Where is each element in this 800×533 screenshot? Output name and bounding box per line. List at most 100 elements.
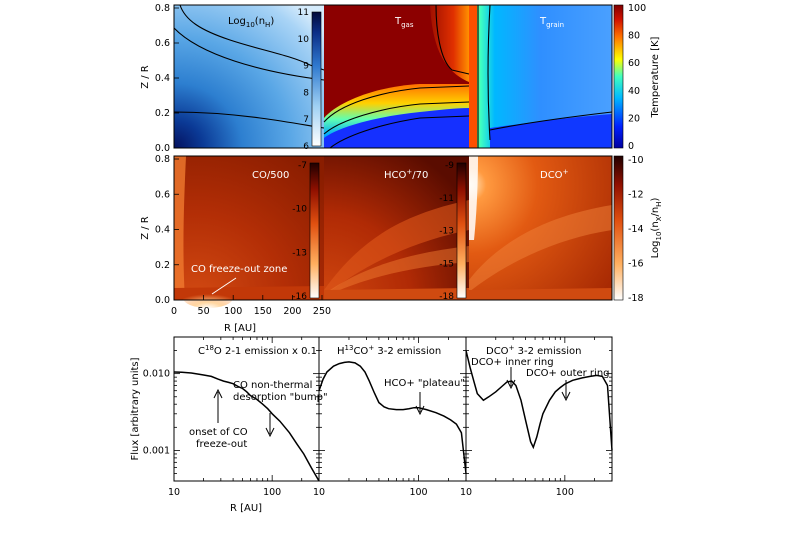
- colorbar-tick-label: -16: [628, 259, 644, 270]
- colorbar-tick-label: -11: [439, 194, 454, 204]
- onset-freeze-out-annotation: onset of CO freeze-out: [189, 427, 251, 450]
- middle-row-y-ticks: 0.0 0.2 0.4 0.6 0.8: [155, 154, 179, 306]
- colorbar-tick-label: -14: [628, 224, 644, 235]
- density-panel-title: Log10(nH): [228, 16, 274, 29]
- hco-midplane: [324, 288, 469, 300]
- bump-annotation: CO non-thermal desorption "bump": [233, 380, 328, 403]
- temperature-colorbar: [613, 4, 624, 149]
- outer-ring-arrowhead: [561, 391, 571, 402]
- tgas-panel-title: Tgas: [394, 16, 414, 29]
- density-contour: [179, 4, 325, 71]
- y-tick-label: 0.2: [155, 260, 170, 271]
- tgrain-contour: [489, 111, 613, 131]
- middle-row-frame: [173, 155, 613, 301]
- dco-inner-bright: [469, 156, 478, 240]
- colorbar-tick-label: 8: [303, 88, 309, 98]
- tgrain-cold-midplane: [490, 114, 612, 148]
- density-panel: Log10(nH) 6 7 8 9 10 11: [173, 4, 325, 152]
- x-tick-label: 100: [556, 487, 574, 498]
- colorbar-tick-label: 20: [628, 113, 640, 124]
- y-tick-label: 0.8: [155, 154, 170, 165]
- co-inner-bright: [174, 156, 186, 300]
- colorbar-tick-label: -12: [628, 190, 644, 201]
- hco-panel-title: HCO+/70: [384, 168, 428, 181]
- bottom-row-ylabel: Flux [arbitrary units]: [130, 357, 141, 460]
- density-colorbar: [311, 11, 322, 147]
- tgas-contour: [323, 101, 470, 135]
- y-tick-label: 0.010: [143, 369, 170, 380]
- x-tick-label: 250: [313, 306, 331, 317]
- x-tick-label: 0: [171, 306, 177, 317]
- hco-colorbar: [456, 162, 467, 299]
- middle-row-x-ticks: 0 50 100 150 200 250: [171, 295, 331, 317]
- y-tick-label: 0.6: [155, 189, 170, 200]
- top-row: Log10(nH) 6 7 8 9 10 11 Tgas: [140, 3, 661, 154]
- colorbar-tick-label: -18: [628, 293, 644, 304]
- co-panel: CO/500 -16 -13 -10 -7 CO freeze-out zone: [174, 156, 324, 308]
- dco-midplane: [469, 288, 612, 300]
- onset-freeze-out-arrowhead: [213, 388, 223, 399]
- x-tick-label: 10: [168, 487, 180, 498]
- top-row-ylabel: Z / R: [140, 65, 151, 89]
- x-tick-label: 10: [460, 487, 472, 498]
- tgas-panel: Tgas: [323, 4, 470, 149]
- y-tick-label: 0.001: [143, 445, 170, 456]
- co-colorbar-ticks: -16 -13 -10 -7: [292, 161, 307, 302]
- density-contour: [173, 27, 325, 81]
- tgas-hot-region: [430, 5, 469, 82]
- colorbar-tick-label: 40: [628, 86, 640, 97]
- bottom-panel-1-frame: [173, 336, 320, 482]
- colorbar-tick-label: -16: [292, 292, 307, 302]
- y-tick-label: 0.2: [155, 108, 170, 119]
- inner-ring-annotation: DCO+ inner ring: [471, 357, 554, 368]
- y-tick-label: 0.4: [155, 73, 170, 84]
- middle-row: CO/500 -16 -13 -10 -7 CO freeze-out zone HC…: [140, 154, 663, 334]
- colorbar-tick-label: -10: [628, 155, 644, 166]
- y-tick-label: 0.0: [155, 143, 170, 154]
- colorbar-tick-label: 11: [298, 8, 309, 18]
- series-line: [465, 350, 613, 451]
- co-map: [174, 156, 324, 300]
- h13co-panel-title: H13CO+ 3-2 emission: [337, 344, 441, 357]
- y-tick-label: 0.6: [155, 38, 170, 49]
- c18o-panel-title: C18O 2-1 emission x 0.1: [198, 344, 317, 357]
- colorbar-tick-label: 60: [628, 58, 640, 69]
- bottom-row-lines: [173, 350, 613, 482]
- bottom-row-ticks: 10 100 0.010 0.001 10 100 10 100: [143, 336, 613, 498]
- co-freeze-out-arrow: [211, 277, 237, 295]
- tgas-contour: [323, 85, 470, 123]
- hco-colorbar-ticks: -18 -15 -13 -11 -9: [439, 161, 454, 302]
- y-tick-label: 0.8: [155, 3, 170, 14]
- middle-row-ylabel: Z / R: [140, 216, 151, 240]
- colorbar-tick-label: 100: [628, 3, 646, 14]
- abundance-colorbar: [613, 155, 624, 301]
- temperature-colorbar-label: Temperature [K]: [650, 36, 661, 118]
- plateau-annotation: HCO+ "plateau": [384, 378, 465, 389]
- bottom-row-xlabel: R [AU]: [230, 503, 262, 514]
- x-tick-label: 100: [263, 487, 281, 498]
- hco-disk-layer: [324, 200, 469, 296]
- hco-disk-layer: [324, 246, 469, 297]
- y-tick-label: 0.4: [155, 225, 170, 236]
- x-tick-label: 100: [409, 487, 427, 498]
- outer-ring-annotation: DCO+ outer ring: [526, 368, 610, 379]
- tgrain-panel-title: Tgrain: [539, 16, 564, 29]
- abundance-colorbar-label: Log10(nX/nH): [650, 198, 663, 259]
- dco-disk-layer: [469, 205, 612, 292]
- co-freeze-out-zone-map: [183, 288, 233, 308]
- colorbar-tick-label: 6: [303, 142, 309, 152]
- y-tick-label: 0.0: [155, 295, 170, 306]
- bottom-row: 10 100 0.010 0.001 10 100 10 100 Flux [arbitrar…: [130, 336, 613, 514]
- colorbar-tick-label: 80: [628, 31, 640, 42]
- tgrain-contour: [487, 4, 491, 141]
- co-panel-title: CO/500: [252, 170, 289, 181]
- x-tick-label: 150: [254, 306, 272, 317]
- plateau-arrowhead: [415, 405, 425, 416]
- dco-panel-title: DCO+: [540, 168, 569, 181]
- colorbar-tick-label: 0: [628, 141, 634, 152]
- colorbar-tick-label: -7: [298, 161, 307, 171]
- colorbar-tick-label: -9: [445, 161, 454, 171]
- x-tick-label: 200: [283, 306, 301, 317]
- co-colorbar: [309, 162, 320, 299]
- colorbar-tick-label: 9: [303, 62, 309, 72]
